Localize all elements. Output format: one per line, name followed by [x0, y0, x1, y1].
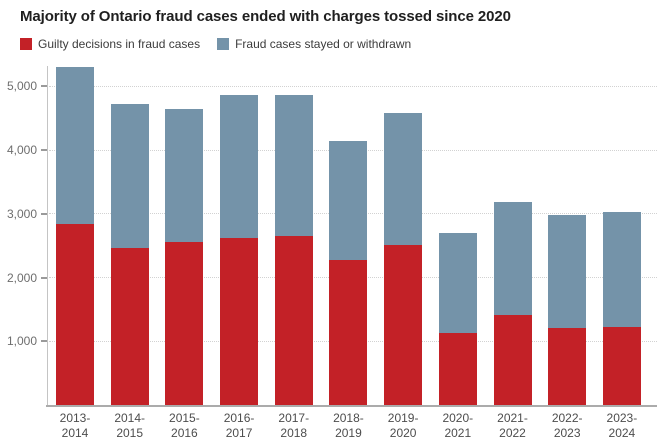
y-axis-tick-1000 — [41, 340, 47, 343]
x-axis-baseline — [46, 405, 657, 407]
x-axis-label-2019-2020: 2019- 2020 — [387, 411, 419, 440]
bar-2022-2023[interactable] — [548, 214, 587, 405]
x-axis-label-2023-2024: 2023- 2024 — [606, 411, 638, 440]
y-axis-line — [46, 66, 48, 405]
legend-item-stayed: Fraud cases stayed or withdrawn — [217, 37, 411, 51]
bar-2019-2020[interactable] — [384, 113, 423, 405]
chart-title: Majority of Ontario fraud cases ended wi… — [20, 8, 511, 25]
bar-segment-guilty-2015-2016[interactable] — [165, 241, 204, 405]
y-axis-label-4000: 4,000 — [6, 143, 37, 158]
bar-segment-stayed-2019-2020[interactable] — [384, 113, 423, 246]
bar-segment-guilty-2014-2015[interactable] — [110, 247, 149, 405]
bar-2013-2014[interactable] — [56, 67, 94, 405]
bar-segment-stayed-2016-2017[interactable] — [220, 95, 259, 238]
x-axis-label-2021-2022: 2021- 2022 — [497, 411, 528, 440]
bar-segment-stayed-2013-2014[interactable] — [56, 67, 94, 224]
x-axis-label-2013-2014: 2013- 2014 — [59, 411, 91, 440]
bar-segment-guilty-2018-2019[interactable] — [329, 260, 368, 405]
bar-segment-guilty-2016-2017[interactable] — [220, 238, 259, 405]
bar-2015-2016[interactable] — [165, 109, 204, 405]
bar-segment-stayed-2014-2015[interactable] — [110, 104, 149, 248]
x-axis-label-2022-2023: 2022- 2023 — [551, 411, 583, 440]
y-axis-tick-5000 — [41, 85, 47, 88]
bar-2014-2015[interactable] — [110, 104, 149, 405]
bar-segment-guilty-2023-2024[interactable] — [602, 326, 641, 405]
bar-2020-2021[interactable] — [438, 233, 477, 405]
x-axis-label-2020-2021: 2020- 2021 — [442, 411, 474, 440]
y-axis-tick-2000 — [41, 276, 47, 279]
bar-segment-guilty-2020-2021[interactable] — [438, 333, 477, 405]
x-axis-label-2017-2018: 2017- 2018 — [278, 411, 310, 440]
bar-2021-2022[interactable] — [493, 202, 532, 405]
x-axis-label-2018-2019: 2018- 2019 — [333, 411, 364, 440]
bar-segment-stayed-2020-2021[interactable] — [438, 233, 477, 333]
bar-2023-2024[interactable] — [602, 211, 641, 405]
y-axis-tick-4000 — [41, 149, 47, 152]
x-axis-label-2016-2017: 2016- 2017 — [223, 411, 255, 440]
bar-2017-2018[interactable] — [274, 95, 313, 405]
legend-swatch-guilty-icon — [20, 38, 32, 50]
bar-segment-stayed-2023-2024[interactable] — [602, 211, 641, 327]
bar-segment-guilty-2022-2023[interactable] — [548, 327, 587, 405]
bar-segment-stayed-2021-2022[interactable] — [493, 202, 532, 316]
bar-segment-stayed-2018-2019[interactable] — [329, 141, 368, 261]
y-axis-label-3000: 3,000 — [6, 206, 37, 221]
legend-label-guilty: Guilty decisions in fraud cases — [38, 37, 201, 51]
bar-segment-guilty-2017-2018[interactable] — [274, 236, 313, 405]
bar-2016-2017[interactable] — [220, 95, 259, 405]
y-axis-label-2000: 2,000 — [6, 270, 37, 285]
bar-segment-guilty-2013-2014[interactable] — [56, 224, 94, 405]
bar-segment-stayed-2015-2016[interactable] — [165, 109, 204, 242]
x-axis-labels: 2013- 2014 2014- 2015 2015- 2016 2016- 2017… — [48, 411, 656, 440]
y-axis-label-1000: 1,000 — [6, 334, 37, 349]
legend-swatch-stayed-icon — [217, 38, 230, 50]
legend-item-guilty: Guilty decisions in fraud cases — [20, 37, 200, 51]
bar-segment-stayed-2022-2023[interactable] — [548, 214, 587, 328]
bar-segment-stayed-2017-2018[interactable] — [274, 95, 313, 237]
x-axis-label-2014-2015: 2014- 2015 — [114, 411, 146, 440]
bars-group — [48, 66, 656, 405]
x-axis-label-2015-2016: 2015- 2016 — [169, 411, 200, 440]
bar-segment-guilty-2021-2022[interactable] — [493, 315, 532, 405]
y-axis-tick-3000 — [41, 212, 47, 215]
legend-label-stayed: Fraud cases stayed or withdrawn — [235, 37, 412, 51]
gridline-5000 — [49, 85, 657, 87]
legend: Guilty decisions in fraud cases Fraud ca… — [20, 37, 411, 51]
bar-2018-2019[interactable] — [329, 141, 368, 405]
y-axis-label-5000: 5,000 — [6, 79, 37, 94]
bar-segment-guilty-2019-2020[interactable] — [384, 245, 423, 405]
